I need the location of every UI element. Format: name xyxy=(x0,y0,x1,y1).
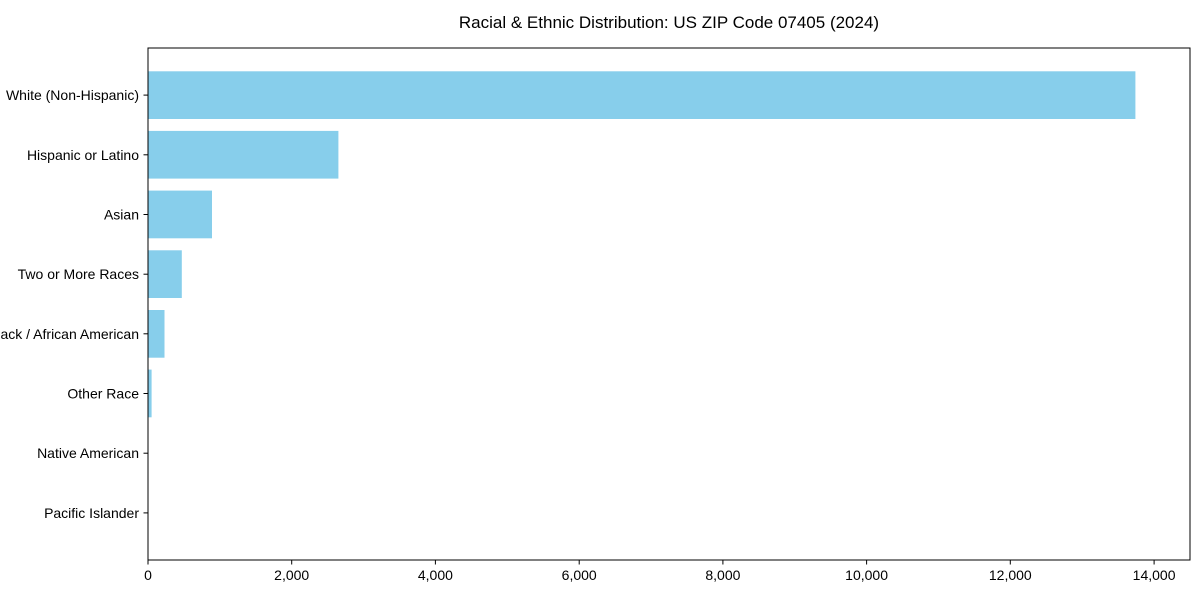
y-axis-group: White (Non-Hispanic) Hispanic or Latino As… xyxy=(0,87,148,521)
x-tick-label-12-000: 12,000 xyxy=(989,567,1032,583)
y-tick-label-asian: Asian xyxy=(104,207,139,223)
plot-frame xyxy=(147,47,1191,561)
x-tick-label-0: 0 xyxy=(144,567,152,583)
y-tick-label-white-non-hispanic: White (Non-Hispanic) xyxy=(6,87,139,103)
x-tick-label-10-000: 10,000 xyxy=(845,567,888,583)
bar-black-african-american xyxy=(148,310,165,358)
bar-asian xyxy=(148,190,212,239)
y-tick-label-native-american: Native American xyxy=(37,445,139,461)
bar-two-or-more-races xyxy=(148,250,182,298)
x-tick-label-14-000: 14,000 xyxy=(1133,567,1176,583)
bar-hispanic-or-latino xyxy=(148,130,339,179)
bars-group xyxy=(148,71,1136,418)
x-tick-label-4-000: 4,000 xyxy=(418,567,453,583)
y-tick-label-two-or-more-races: Two or More Races xyxy=(18,266,139,282)
x-tick-label-6-000: 6,000 xyxy=(562,567,597,583)
bar-white-non-hispanic xyxy=(148,71,1136,119)
x-tick-label-2-000: 2,000 xyxy=(274,567,309,583)
bar-other-race xyxy=(148,369,152,418)
y-tick-label-pacific-islander: Pacific Islander xyxy=(44,505,139,521)
y-tick-label-other-race: Other Race xyxy=(67,386,139,402)
x-axis-group: 0 2,000 4,000 6,000 8,000 10,000 12,000 14,000 xyxy=(144,560,1176,583)
x-tick-label-8-000: 8,000 xyxy=(705,567,740,583)
y-tick-label-black-african-american: Black / African American xyxy=(0,326,139,342)
chart-title: Racial & Ethnic Distribution: US ZIP Cod… xyxy=(459,13,879,32)
y-tick-label-hispanic-or-latino: Hispanic or Latino xyxy=(27,147,139,163)
